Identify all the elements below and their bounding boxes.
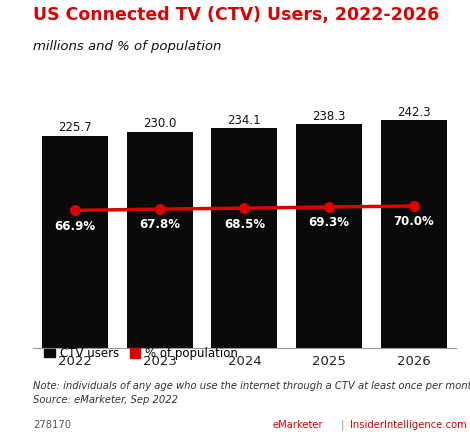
Text: eMarketer: eMarketer xyxy=(273,420,323,430)
Text: 66.9%: 66.9% xyxy=(55,220,96,233)
Text: 238.3: 238.3 xyxy=(312,110,346,123)
Text: 67.8%: 67.8% xyxy=(139,219,180,232)
Text: Note: individuals of any age who use the internet through a CTV at least once pe: Note: individuals of any age who use the… xyxy=(33,381,470,405)
Text: |: | xyxy=(341,420,344,430)
Text: US Connected TV (CTV) Users, 2022-2026: US Connected TV (CTV) Users, 2022-2026 xyxy=(33,6,439,25)
Text: 68.5%: 68.5% xyxy=(224,217,265,231)
Text: 278170: 278170 xyxy=(33,420,71,430)
Text: 230.0: 230.0 xyxy=(143,118,177,130)
Text: 70.0%: 70.0% xyxy=(393,216,434,229)
Bar xyxy=(212,128,277,348)
Text: InsiderIntelligence.com: InsiderIntelligence.com xyxy=(350,420,467,430)
Bar xyxy=(296,124,362,348)
Text: 242.3: 242.3 xyxy=(397,106,431,119)
Text: 234.1: 234.1 xyxy=(227,114,261,127)
Bar xyxy=(127,132,193,348)
Text: millions and % of population: millions and % of population xyxy=(33,40,221,53)
Text: 69.3%: 69.3% xyxy=(308,216,350,229)
Bar xyxy=(42,136,108,348)
Bar xyxy=(381,120,446,348)
Legend: CTV users, % of population: CTV users, % of population xyxy=(39,342,243,365)
Text: 225.7: 225.7 xyxy=(58,121,92,134)
